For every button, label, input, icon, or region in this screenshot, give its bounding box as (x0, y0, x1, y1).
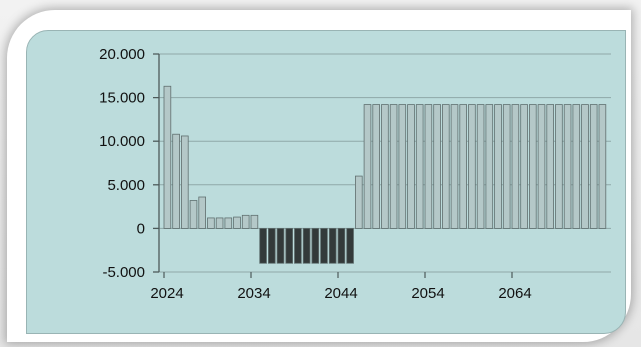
bar (415, 104, 424, 229)
bar (476, 104, 485, 229)
bar (555, 104, 563, 229)
bar (294, 227, 302, 264)
y-tick-label: 5.000 (107, 177, 145, 194)
bar (250, 214, 259, 229)
bars (163, 85, 607, 264)
bar (581, 104, 589, 229)
chart-panel: 20.000 15.000 10.000 5.000 0 -5.000 2024 2034 2… (26, 30, 626, 334)
bar (198, 196, 207, 229)
bar (189, 200, 198, 229)
bar (207, 217, 215, 229)
y-tick-label: 15.000 (99, 90, 145, 107)
x-tick-label: 2044 (324, 285, 357, 302)
bar (346, 227, 354, 264)
bar (163, 85, 172, 229)
bar (485, 104, 494, 229)
bar (337, 227, 346, 264)
bar (224, 217, 233, 229)
axes (153, 53, 513, 278)
bar (520, 104, 528, 229)
bar (328, 227, 337, 264)
bar (180, 135, 189, 229)
bar (320, 227, 328, 264)
y-tick-label: 0 (137, 220, 145, 237)
bar (276, 227, 285, 264)
bar (302, 227, 311, 264)
x-tick-label: 2024 (150, 285, 183, 302)
bar (450, 104, 459, 229)
bar (441, 104, 450, 229)
y-axis-labels: 20.000 15.000 10.000 5.000 0 -5.000 (99, 46, 145, 281)
bar (589, 104, 598, 229)
bar (311, 227, 320, 264)
bar (502, 104, 511, 229)
bar (381, 104, 389, 229)
bar (172, 133, 180, 229)
bar (537, 104, 546, 229)
bar (511, 104, 520, 229)
bar (528, 104, 537, 229)
bar (459, 104, 467, 229)
bar (433, 104, 441, 229)
bar (389, 104, 398, 229)
bar (241, 214, 250, 229)
bar (215, 217, 224, 229)
bar (267, 227, 276, 264)
bar (233, 216, 241, 229)
bar (468, 104, 476, 229)
x-tick-label: 2054 (411, 285, 444, 302)
bar (424, 104, 433, 229)
bar (259, 227, 267, 264)
bar (372, 104, 380, 229)
bar (354, 175, 363, 229)
bar (407, 104, 415, 229)
bar (363, 104, 372, 229)
bar (563, 104, 572, 229)
bar (494, 104, 502, 229)
x-tick-label: 2064 (498, 285, 531, 302)
y-tick-label: -5.000 (102, 264, 145, 281)
x-tick-label: 2034 (237, 285, 270, 302)
bar (572, 104, 581, 229)
y-tick-label: 10.000 (99, 133, 145, 150)
bar (398, 104, 407, 229)
x-axis-labels: 2024 2034 2044 2054 2064 (150, 285, 531, 302)
bar (598, 104, 607, 229)
bar (285, 227, 293, 264)
y-tick-label: 20.000 (99, 46, 145, 63)
bar (546, 104, 554, 229)
